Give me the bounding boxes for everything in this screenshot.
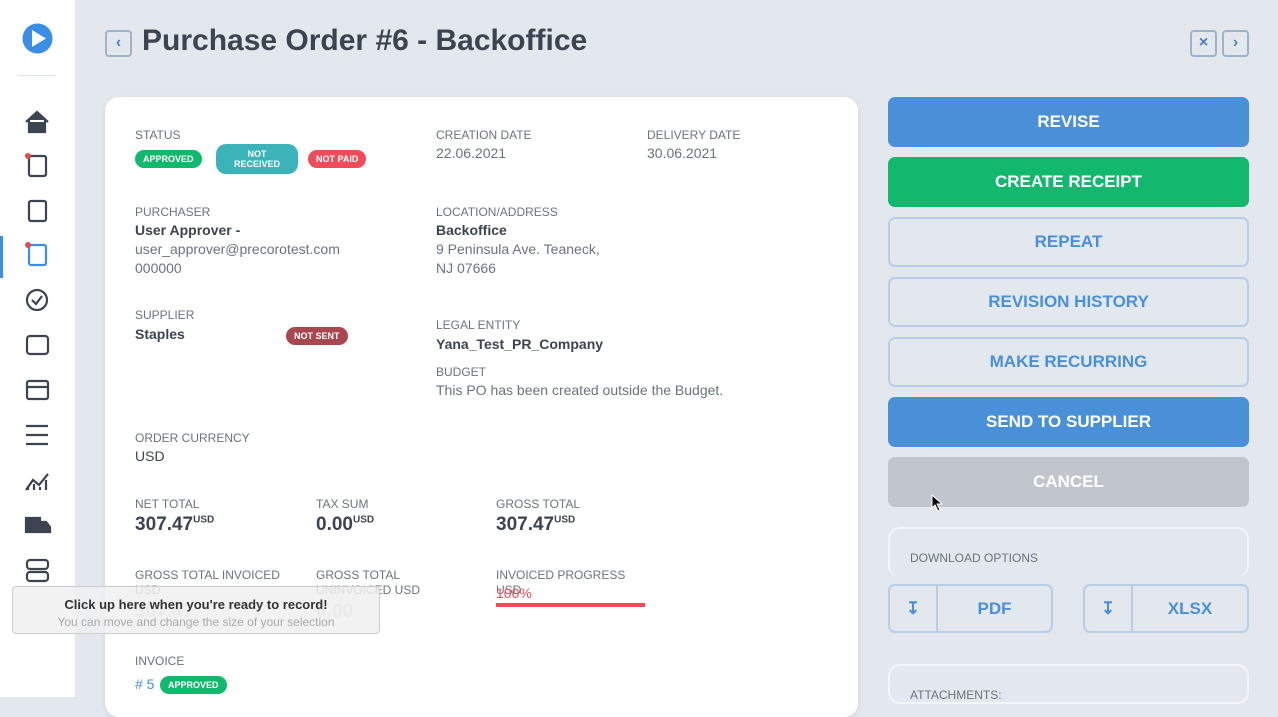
divider (18, 75, 56, 76)
label: INVOICED PROGRESS USD (496, 568, 626, 597)
action-button[interactable]: SEND TO SUPPLIER (888, 397, 1249, 447)
overlay-title: Click up here when you're ready to recor… (64, 597, 328, 612)
action-button[interactable]: REPEAT (888, 217, 1249, 267)
invoice-badge: APPROVED (160, 676, 227, 694)
action-button[interactable]: REVISE (888, 97, 1249, 147)
label: LEGAL ENTITY (436, 318, 521, 332)
download-pdf[interactable]: ↧ PDF (888, 584, 1053, 633)
download-panel: DOWNLOAD OPTIONS (888, 527, 1249, 577)
value: USD (135, 448, 165, 464)
unit: USD (352, 514, 375, 526)
label: NET TOTAL (135, 497, 200, 511)
action-button[interactable]: REVISION HISTORY (888, 277, 1249, 327)
label: STATUS (135, 128, 181, 142)
active-indicator (0, 236, 3, 278)
download-icon: ↧ (1085, 586, 1133, 631)
unit: USD (193, 514, 215, 526)
button-label: PDF (977, 599, 1012, 618)
status-badge: APPROVED (135, 150, 202, 168)
overlay-subtitle: You can move and change the size of your… (57, 615, 335, 629)
sidebar (0, 0, 75, 697)
supplier-badge: NOT SENT (286, 327, 348, 345)
value: 30.06.2021 (647, 145, 718, 161)
back-button[interactable]: ‹ (105, 30, 132, 57)
status-badge: NOT RECEIVED (216, 144, 298, 174)
page: Purchase Order *{box-sizing:border-box} … (0, 0, 1249, 717)
total-value: 307.47USD (135, 514, 215, 535)
label: LOCATION/ADDRESS (436, 205, 558, 219)
progress-bar (496, 603, 645, 607)
label: GROSS TOTAL (496, 497, 581, 511)
value: This PO has been created outside the Bud… (436, 382, 724, 398)
value: 9 Peninsula Ave. Teaneck, (436, 241, 600, 257)
action-button[interactable]: CREATE RECEIPT (888, 157, 1249, 207)
status-badge: NOT PAID (308, 150, 367, 168)
close-button[interactable]: × (1190, 30, 1217, 57)
recording-overlay[interactable]: Click up here when you're ready to recor… (12, 586, 380, 634)
value: User Approver - (135, 222, 241, 238)
value: Backoffice (436, 222, 507, 238)
action-button[interactable]: MAKE RECURRING (888, 337, 1249, 387)
invoice-link[interactable]: # 5 (135, 676, 155, 692)
total-value: 307.47USD (496, 514, 576, 535)
label: ORDER CURRENCY (135, 431, 250, 445)
nav-icons[interactable] (24, 108, 52, 588)
label: DOWNLOAD OPTIONS (910, 551, 1039, 565)
label: DELIVERY DATE (647, 128, 741, 142)
label: CREATION DATE (436, 128, 532, 142)
attachments-panel: ATTACHMENTS: (888, 664, 1249, 704)
value: 000000 (135, 260, 182, 276)
next-button[interactable]: › (1222, 30, 1249, 57)
label: PURCHASER (135, 205, 211, 219)
cursor (931, 494, 944, 512)
value: NJ 07666 (436, 260, 496, 276)
download-icon: ↧ (890, 586, 938, 631)
label: INVOICE (135, 654, 185, 668)
progress-value: 100% (496, 585, 532, 601)
label: ATTACHMENTS: (910, 688, 1002, 702)
action-button[interactable]: CANCEL (888, 457, 1249, 507)
value: Yana_Test_PR_Company (436, 336, 604, 352)
page-title: Purchase Order #6 - Backoffice (142, 24, 588, 57)
total-value: 0.00USD (316, 514, 375, 535)
label: TAX SUM (316, 497, 369, 511)
unit: USD (554, 514, 576, 526)
app: {"header":{"title":"Purchase Order #6 - … (0, 0, 1249, 717)
label: SUPPLIER (135, 308, 195, 322)
download-xlsx[interactable]: ↧ XLSX (1083, 584, 1249, 633)
value: user_approver@precorotest.com (135, 241, 340, 257)
value: 22.06.2021 (436, 145, 507, 161)
logo (22, 23, 53, 54)
value: Staples (135, 326, 185, 342)
button-label: XLSX (1167, 599, 1213, 618)
label: BUDGET (436, 365, 487, 379)
